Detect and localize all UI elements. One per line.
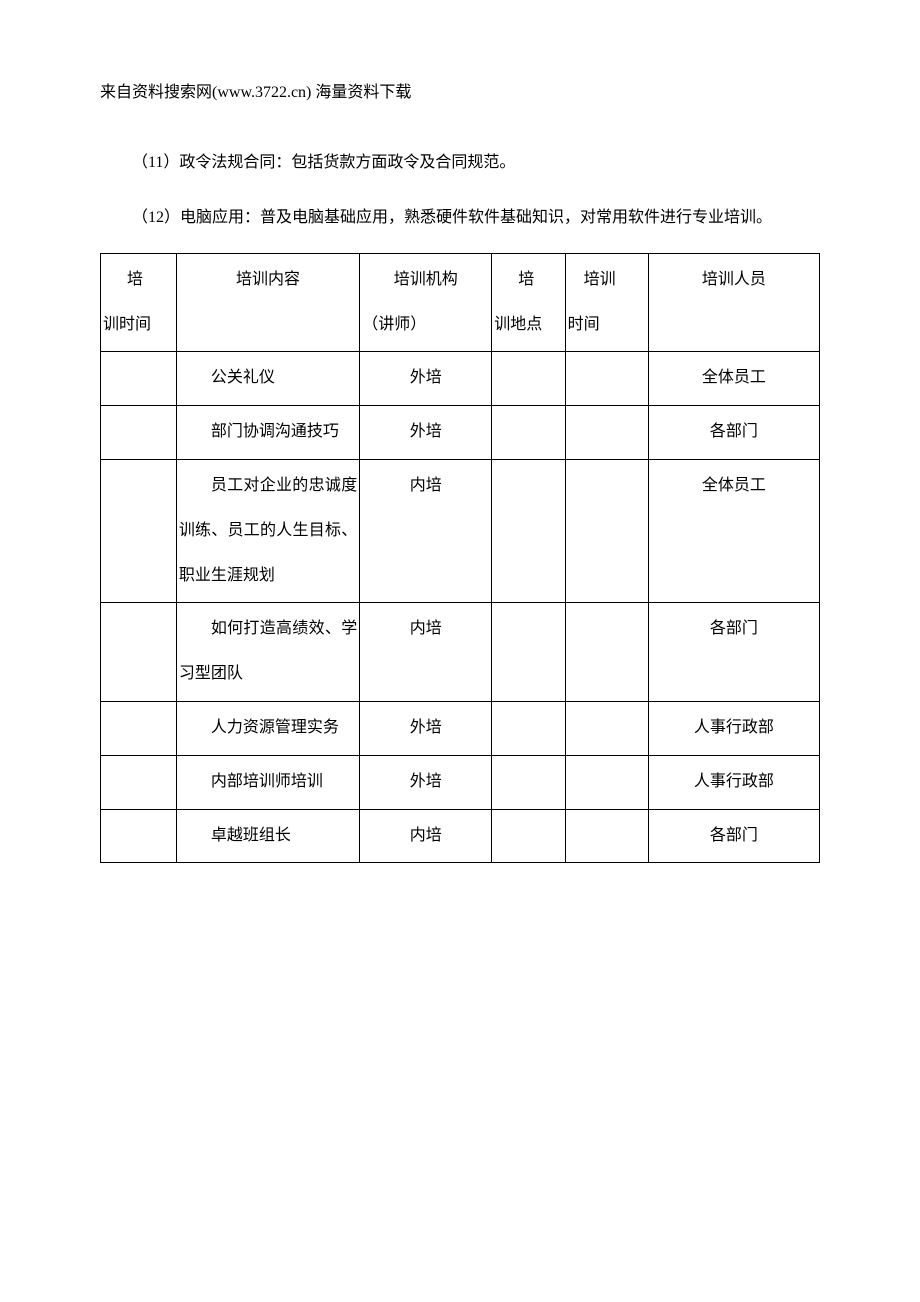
table-row: 员工对企业的忠诚度训练、员工的人生目标、职业生涯规划 内培 全体员工 xyxy=(101,459,820,602)
header-col5: 培训时间 xyxy=(565,253,648,352)
cell-person: 各部门 xyxy=(648,406,819,460)
cell-time2 xyxy=(565,459,648,602)
cell-person: 各部门 xyxy=(648,603,819,702)
cell-person: 人事行政部 xyxy=(648,701,819,755)
cell-time xyxy=(101,459,177,602)
cell-content: 内部培训师培训 xyxy=(176,755,359,809)
cell-time2 xyxy=(565,406,648,460)
cell-content: 公关礼仪 xyxy=(176,352,359,406)
header-col5-line1: 培训 xyxy=(568,258,616,303)
cell-place xyxy=(492,352,565,406)
cell-org: 外培 xyxy=(360,352,492,406)
cell-place xyxy=(492,701,565,755)
cell-org: 外培 xyxy=(360,701,492,755)
paragraph-12-text: （12）电脑应用：普及电脑基础应用，熟悉硬件软件基础知识，对常用软件进行专业培训… xyxy=(132,209,772,226)
cell-time xyxy=(101,406,177,460)
cell-place xyxy=(492,406,565,460)
header-col4: 培训地点 xyxy=(492,253,565,352)
cell-time xyxy=(101,809,177,863)
cell-place xyxy=(492,809,565,863)
table-row: 部门协调沟通技巧 外培 各部门 xyxy=(101,406,820,460)
header-col1-line1: 培 xyxy=(103,258,143,303)
header-col3: 培训机构 （讲师） xyxy=(360,253,492,352)
cell-time xyxy=(101,755,177,809)
cell-time xyxy=(101,701,177,755)
cell-time2 xyxy=(565,755,648,809)
header-col5-line2: 时间 xyxy=(568,316,600,333)
cell-content: 部门协调沟通技巧 xyxy=(176,406,359,460)
cell-org: 内培 xyxy=(360,459,492,602)
header-col3-line1: 培训机构 xyxy=(394,271,458,288)
cell-time xyxy=(101,603,177,702)
table-row: 人力资源管理实务 外培 人事行政部 xyxy=(101,701,820,755)
cell-person: 人事行政部 xyxy=(648,755,819,809)
header-text: 来自资料搜索网(www.3722.cn) 海量资料下载 xyxy=(100,84,411,101)
cell-time2 xyxy=(565,352,648,406)
page-header: 来自资料搜索网(www.3722.cn) 海量资料下载 xyxy=(100,80,820,106)
paragraph-11: （11）政令法规合同：包括货款方面政令及合同规范。 xyxy=(100,142,820,184)
paragraph-11-text: （11）政令法规合同：包括货款方面政令及合同规范。 xyxy=(132,154,515,171)
table-header-row: 培训时间 培训内容 培训机构（讲师） 培训地点 培训时间 培训人员 xyxy=(101,253,820,352)
header-col4-line1: 培 xyxy=(494,258,534,303)
header-col6-text: 培训人员 xyxy=(702,271,766,288)
cell-place xyxy=(492,603,565,702)
cell-time2 xyxy=(565,809,648,863)
cell-person: 各部门 xyxy=(648,809,819,863)
cell-org: 内培 xyxy=(360,809,492,863)
cell-content: 如何打造高绩效、学习型团队 xyxy=(176,603,359,702)
cell-org: 内培 xyxy=(360,603,492,702)
table-row: 如何打造高绩效、学习型团队 内培 各部门 xyxy=(101,603,820,702)
header-col2: 培训内容 xyxy=(176,253,359,352)
table-row: 卓越班组长 内培 各部门 xyxy=(101,809,820,863)
cell-content: 员工对企业的忠诚度训练、员工的人生目标、职业生涯规划 xyxy=(176,459,359,602)
cell-place xyxy=(492,755,565,809)
table-row: 公关礼仪 外培 全体员工 xyxy=(101,352,820,406)
cell-person: 全体员工 xyxy=(648,459,819,602)
training-table: 培训时间 培训内容 培训机构（讲师） 培训地点 培训时间 培训人员 公关礼仪 外… xyxy=(100,253,820,864)
cell-time2 xyxy=(565,701,648,755)
header-col2-text: 培训内容 xyxy=(236,271,300,288)
cell-time xyxy=(101,352,177,406)
header-col1: 培训时间 xyxy=(101,253,177,352)
header-col3-line2: （讲师） xyxy=(362,303,489,348)
header-col4-line2: 训地点 xyxy=(494,316,542,333)
cell-content: 人力资源管理实务 xyxy=(176,701,359,755)
paragraph-12: （12）电脑应用：普及电脑基础应用，熟悉硬件软件基础知识，对常用软件进行专业培训… xyxy=(100,197,820,239)
cell-org: 外培 xyxy=(360,406,492,460)
header-col1-line2: 训时间 xyxy=(103,316,151,333)
table-row: 内部培训师培训 外培 人事行政部 xyxy=(101,755,820,809)
cell-person: 全体员工 xyxy=(648,352,819,406)
header-col6: 培训人员 xyxy=(648,253,819,352)
cell-place xyxy=(492,459,565,602)
cell-content: 卓越班组长 xyxy=(176,809,359,863)
cell-org: 外培 xyxy=(360,755,492,809)
cell-time2 xyxy=(565,603,648,702)
